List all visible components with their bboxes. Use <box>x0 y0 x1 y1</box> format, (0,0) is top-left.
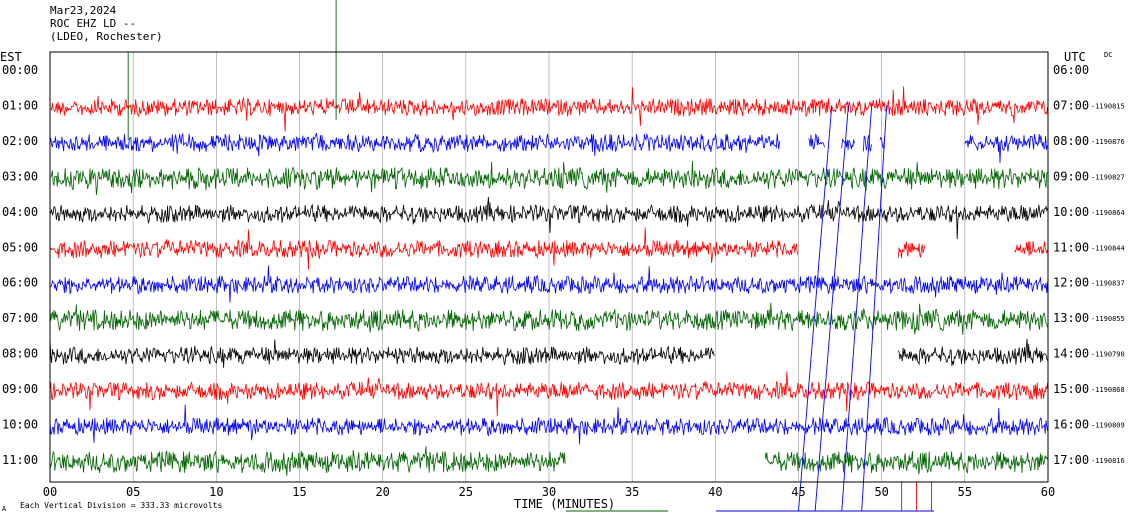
trace-0100 <box>49 86 1048 132</box>
trace-0500 <box>1014 241 1048 256</box>
est-label: 11:00 <box>2 453 38 467</box>
x-tick-label: 45 <box>791 485 805 499</box>
trace-0200 <box>841 138 855 150</box>
utc-label: 13:00 <box>1053 311 1089 325</box>
footer-scale: Each Vertical Division = 333.33 microvol… <box>20 501 222 510</box>
utc-label: 15:00 <box>1053 382 1089 396</box>
row-value: -1190790 <box>1091 351 1125 359</box>
header-station: ROC EHZ LD -- <box>50 17 137 30</box>
est-label: 05:00 <box>2 240 38 254</box>
x-tick-label: 50 <box>874 485 888 499</box>
chart-grid <box>132 52 966 482</box>
x-tick-label: 35 <box>625 485 639 499</box>
utc-label: 10:00 <box>1053 205 1089 219</box>
x-axis-title: TIME (MINUTES) <box>514 497 615 511</box>
x-tick-label: 60 <box>1041 485 1055 499</box>
est-label: 00:00 <box>2 63 38 77</box>
row-value: -1190876 <box>1091 138 1125 146</box>
utc-zone-label: UTC <box>1064 50 1086 64</box>
utc-label: 12:00 <box>1053 276 1089 290</box>
est-label: 03:00 <box>2 169 38 183</box>
trace-0500 <box>49 227 799 270</box>
est-label: 01:00 <box>2 98 38 112</box>
x-tick-label: 20 <box>375 485 389 499</box>
trace-0200 <box>808 133 825 150</box>
row-value: -1190827 <box>1091 173 1125 181</box>
x-tick-label: 00 <box>43 485 57 499</box>
trace-0200 <box>49 132 780 157</box>
glitch-line <box>841 105 873 512</box>
est-label: 09:00 <box>2 382 38 396</box>
trace-0700 <box>49 302 1048 335</box>
est-zone-label: EST <box>0 50 22 64</box>
trace-0800 <box>897 338 1049 367</box>
utc-label: 07:00 <box>1053 98 1089 112</box>
row-value: -1190816 <box>1091 457 1125 465</box>
est-label: 02:00 <box>2 134 38 148</box>
x-tick-labels: 00 05 10 15 20 25 30 35 40 45 50 55 60 <box>43 485 1055 499</box>
x-tick-label: 05 <box>126 485 140 499</box>
est-label: 10:00 <box>2 418 38 432</box>
utc-label: 16:00 <box>1053 418 1089 432</box>
trace-0400 <box>49 196 1048 240</box>
footer-mark: A <box>2 505 7 513</box>
est-labels: 00:00 01:00 02:00 03:00 04:00 05:00 06:00 07:00… <box>2 63 38 467</box>
row-value: -1190844 <box>1091 244 1125 252</box>
header-network: (LDEO, Rochester) <box>50 30 163 43</box>
est-label: 08:00 <box>2 347 38 361</box>
x-tick-label: 15 <box>292 485 306 499</box>
dc-label: DC <box>1104 51 1112 59</box>
trace-0200 <box>863 134 872 152</box>
est-label: 07:00 <box>2 311 38 325</box>
glitch-lines <box>127 0 933 512</box>
glitch-line <box>798 105 833 512</box>
trace-0800 <box>49 337 715 368</box>
x-tick-label: 30 <box>542 485 556 499</box>
row-value: -1190864 <box>1091 209 1125 217</box>
x-tick-label: 40 <box>708 485 722 499</box>
utc-label: 08:00 <box>1053 134 1089 148</box>
header-date: Mar23,2024 <box>50 4 117 17</box>
row-value: -1190815 <box>1091 102 1125 110</box>
row-value: -1190837 <box>1091 280 1125 288</box>
trace-1000 <box>49 404 1048 445</box>
x-tick-label: 55 <box>958 485 972 499</box>
utc-label: 14:00 <box>1053 347 1089 361</box>
est-label: 06:00 <box>2 276 38 290</box>
trace-1100 <box>49 446 566 476</box>
glitch-line <box>814 105 849 512</box>
plot-frame <box>49 51 1049 483</box>
trace-1100 <box>764 451 1048 475</box>
utc-label: 09:00 <box>1053 169 1089 183</box>
trace-0200 <box>964 133 1048 164</box>
glitch-line <box>861 105 888 512</box>
row-value: -1190809 <box>1091 422 1125 430</box>
trace-0600 <box>49 265 1048 303</box>
utc-label: 06:00 <box>1053 63 1089 77</box>
trace-0500 <box>897 241 926 259</box>
row-value: -1190855 <box>1091 315 1125 323</box>
row-value: -1190868 <box>1091 386 1125 394</box>
trace-0900 <box>49 371 1048 417</box>
est-label: 04:00 <box>2 205 38 219</box>
utc-label: 11:00 <box>1053 240 1089 254</box>
x-tick-label: 10 <box>209 485 223 499</box>
x-tick-label: 25 <box>459 485 473 499</box>
utc-label: 17:00 <box>1053 453 1089 467</box>
